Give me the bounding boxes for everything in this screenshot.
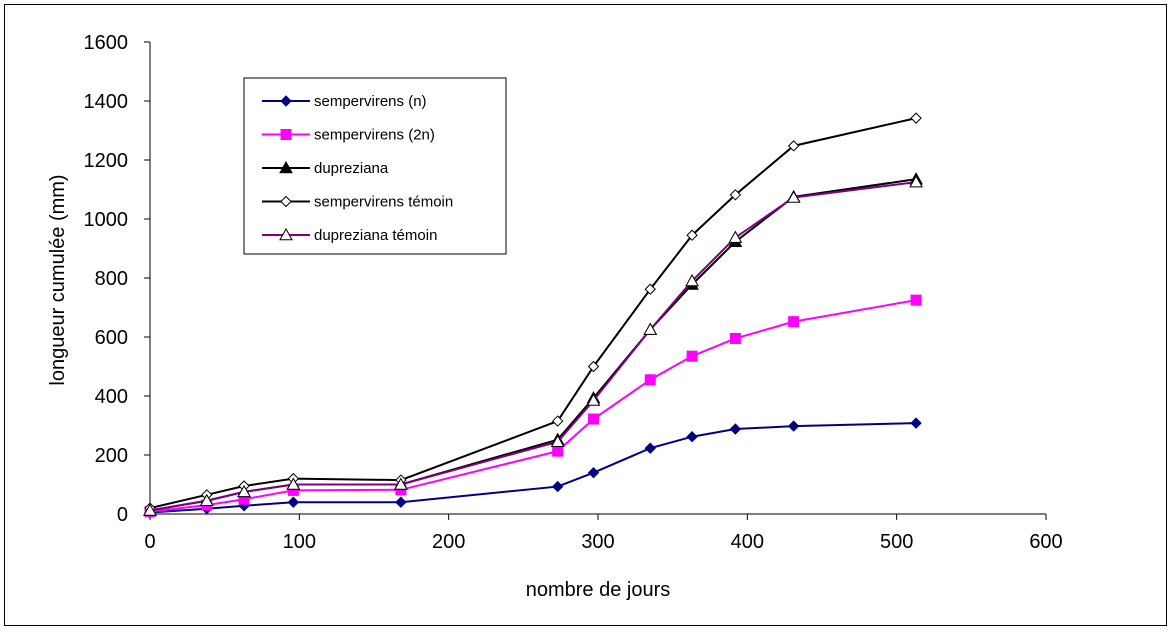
data-point: [730, 333, 740, 343]
x-tick-label: 200: [432, 531, 465, 553]
series-0: [145, 418, 921, 517]
y-tick-label: 400: [95, 386, 128, 408]
data-point: [589, 414, 599, 424]
legend-label: sempervirens (n): [314, 93, 427, 110]
data-point: [730, 424, 740, 434]
data-point: [789, 317, 799, 327]
data-point: [553, 416, 563, 426]
x-tick-label: 300: [581, 531, 614, 553]
data-point: [911, 113, 921, 123]
y-tick-label: 1200: [84, 150, 129, 172]
data-point: [789, 421, 799, 431]
data-point: [729, 232, 741, 243]
legend-label: sempervirens témoin: [314, 194, 453, 211]
y-tick-label: 1400: [84, 91, 129, 113]
data-point: [645, 443, 655, 453]
legend-label: sempervirens (2n): [314, 127, 435, 144]
data-point: [645, 375, 655, 385]
series-line: [150, 300, 916, 512]
legend-marker: [281, 130, 291, 140]
data-point: [553, 482, 563, 492]
data-point: [911, 295, 921, 305]
y-tick-label: 600: [95, 327, 128, 349]
y-tick-label: 1000: [84, 209, 129, 231]
tick-labels: 0 200 400 600 800 1000 1200 1400 1600 0 100 200 300 4…: [84, 32, 1063, 553]
legend-label: dupreziana: [314, 160, 389, 177]
legend: sempervirens (n) sempervirens (2n) duprezi…: [244, 78, 506, 254]
data-point: [687, 432, 697, 442]
x-tick-label: 400: [731, 531, 764, 553]
data-point: [589, 468, 599, 478]
data-point: [687, 351, 697, 361]
x-tick-label: 600: [1029, 531, 1062, 553]
y-tick-label: 0: [117, 504, 128, 526]
data-point: [553, 446, 563, 456]
x-axis-title: nombre de jours: [526, 579, 671, 601]
y-tick-label: 200: [95, 445, 128, 467]
data-point: [911, 418, 921, 428]
legend-label: dupreziana témoin: [314, 227, 437, 244]
y-axis-title: longueur cumulée (mm): [47, 174, 69, 385]
data-point: [396, 497, 406, 507]
x-tick-label: 0: [144, 531, 155, 553]
series-line: [150, 423, 916, 512]
y-tick-label: 1600: [84, 32, 129, 54]
x-tick-label: 500: [880, 531, 913, 553]
y-tick-label: 800: [95, 268, 128, 290]
data-point: [288, 497, 298, 507]
x-tick-label: 100: [283, 531, 316, 553]
